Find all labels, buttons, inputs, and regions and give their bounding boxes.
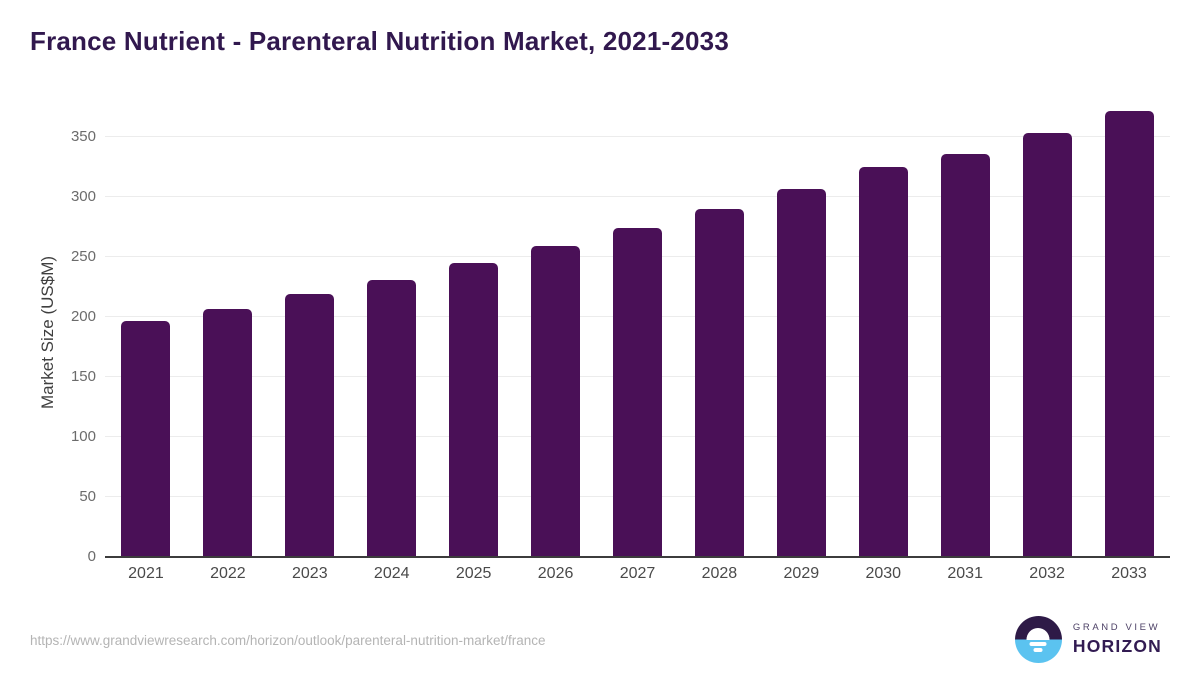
x-tick-label-2022: 2022 — [210, 565, 246, 582]
x-tick-label-2024: 2024 — [373, 565, 410, 582]
x-tick-label-2023: 2023 — [292, 565, 328, 582]
bar-slot-2025 — [433, 263, 515, 557]
bar-slot-2030 — [842, 167, 924, 557]
plot-area — [105, 107, 1170, 558]
bar-slot-2026 — [515, 246, 597, 557]
bar-2032 — [1022, 133, 1072, 557]
bar-2031 — [940, 153, 990, 557]
bar-2030 — [858, 167, 908, 557]
bar-2026 — [531, 246, 581, 557]
bar-slot-2024 — [351, 279, 433, 557]
bar-2029 — [776, 188, 826, 557]
y-tick-label-0: 0 — [87, 548, 96, 565]
y-tick-label-50: 50 — [79, 488, 96, 505]
x-tick-label-2027: 2027 — [619, 565, 656, 582]
logo-wordmark: GRAND VIEW HORIZON — [1073, 622, 1162, 657]
x-tick-label-2026: 2026 — [537, 565, 574, 582]
x-tick-label-2033: 2033 — [1111, 565, 1147, 582]
bar-2033 — [1104, 110, 1154, 557]
bar-slot-2023 — [269, 294, 351, 557]
logo-text-grand-view: GRAND VIEW — [1072, 622, 1161, 633]
bar-2023 — [285, 294, 335, 557]
bar-slot-2032 — [1006, 133, 1088, 557]
sunrise-arch-shape — [1026, 627, 1050, 640]
bar-slot-2029 — [760, 188, 842, 557]
y-tick-label-150: 150 — [70, 368, 96, 385]
bar-2027 — [612, 228, 662, 557]
bar-series — [105, 107, 1170, 557]
bar-slot-2027 — [597, 228, 679, 557]
bar-slot-2021 — [105, 320, 187, 557]
x-axis-line — [105, 556, 1170, 558]
grandview-horizon-logo: GRAND VIEW HORIZON — [1014, 616, 1162, 663]
x-tick-label-2032: 2032 — [1029, 565, 1065, 582]
y-tick-label-250: 250 — [70, 248, 96, 265]
x-tick-label-2031: 2031 — [947, 565, 983, 582]
bar-slot-2033 — [1088, 110, 1170, 557]
bar-slot-2028 — [678, 209, 760, 557]
bar-2025 — [449, 263, 499, 557]
horizon-sunrise-icon — [1014, 616, 1062, 663]
x-tick-label-2030: 2030 — [865, 565, 902, 582]
gridline-350 — [105, 136, 1170, 137]
y-axis-tick-labels: 0 50 100 150 200 250 300 350 — [0, 107, 96, 565]
bar-slot-2022 — [187, 308, 269, 557]
y-tick-label-200: 200 — [70, 308, 96, 325]
y-tick-label-350: 350 — [70, 128, 96, 145]
x-tick-label-2025: 2025 — [455, 565, 492, 582]
bar-2021 — [121, 320, 171, 557]
y-tick-label-100: 100 — [70, 428, 96, 445]
gridline-300 — [105, 196, 1170, 197]
logo-text-horizon: HORIZON — [1072, 636, 1162, 656]
x-axis-tick-labels: 2021 2022 2023 2024 2025 2026 2027 2028 2029 2030… — [105, 565, 1170, 583]
source-url: https://www.grandviewresearch.com/horizo… — [30, 633, 546, 648]
x-tick-label-2028: 2028 — [701, 565, 738, 582]
x-tick-label-2029: 2029 — [783, 565, 820, 582]
y-tick-label-300: 300 — [70, 188, 96, 205]
wave-line-shape — [1029, 641, 1047, 646]
chart-title: France Nutrient - Parenteral Nutrition M… — [30, 26, 729, 56]
wave-line-shape — [1033, 647, 1043, 652]
bar-2024 — [367, 279, 417, 557]
bar-slot-2031 — [924, 153, 1006, 557]
bar-2028 — [694, 209, 744, 557]
x-tick-label-2021: 2021 — [128, 565, 164, 582]
bar-2022 — [203, 308, 253, 557]
